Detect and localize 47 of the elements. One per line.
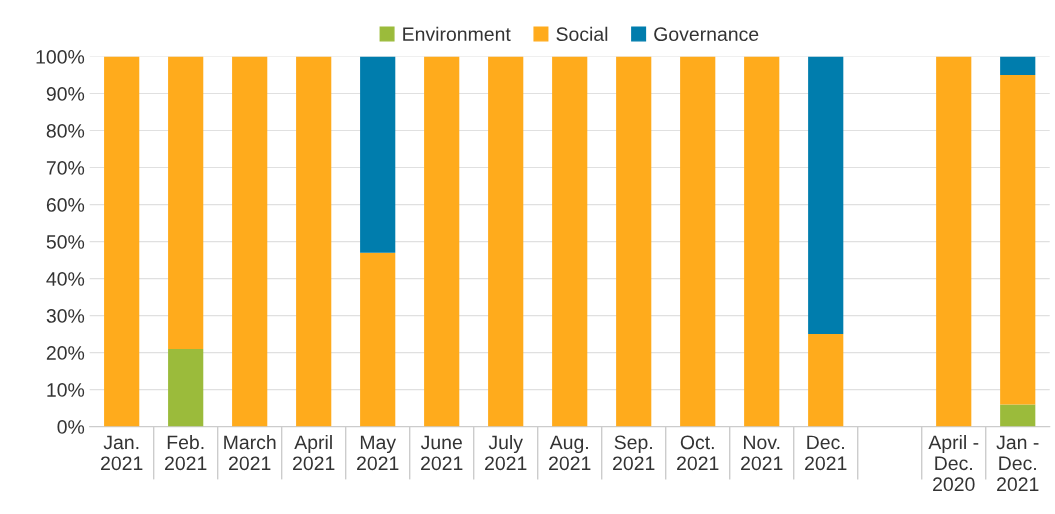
x-tick-label: April 2021	[293, 434, 335, 471]
x-tick-label: Dec. 2021	[805, 435, 847, 471]
x-tick-label: Feb. 2021	[165, 434, 207, 471]
bar	[168, 348, 204, 427]
y-tick-label: 30%	[46, 309, 85, 323]
y-tick-label: 10%	[47, 383, 85, 397]
bar	[744, 56, 780, 427]
y-tick-label: 90%	[46, 87, 85, 101]
x-tick-label: Oct. 2021	[677, 435, 719, 471]
bar	[1000, 404, 1036, 427]
y-tick-label: 40%	[46, 272, 85, 286]
legend-label: Environment	[403, 26, 511, 42]
bar	[488, 56, 524, 427]
x-tick-label: Sep. 2021	[613, 435, 655, 471]
bar	[552, 56, 588, 427]
bar	[296, 56, 332, 427]
bar	[1000, 56, 1036, 76]
y-tick-label: 60%	[46, 198, 85, 212]
bar	[424, 56, 460, 427]
x-tick-label: May 2021	[357, 435, 399, 471]
x-tick-label: Jan. 2021	[101, 435, 143, 471]
x-tick-label: April - Dec. 2020	[928, 434, 979, 492]
y-tick-label: 20%	[46, 346, 85, 360]
legend-label: Social	[556, 26, 608, 42]
bar	[360, 252, 396, 427]
y-tick-label: 80%	[46, 124, 85, 138]
y-tick-label: 100%	[36, 50, 85, 64]
y-tick-label: 70%	[46, 161, 85, 175]
bar	[1000, 75, 1036, 405]
x-tick-label: July 2021	[485, 434, 527, 471]
x-tick-label: Nov. 2021	[741, 435, 783, 471]
legend-label: Governance	[654, 27, 759, 42]
bar	[616, 56, 652, 427]
bar	[808, 56, 844, 335]
bar	[168, 56, 204, 349]
bar	[232, 56, 268, 427]
y-tick-label: 0%	[57, 420, 85, 434]
bar	[680, 56, 716, 427]
y-tick-label: 50%	[46, 235, 85, 249]
bar	[936, 56, 972, 427]
bar	[808, 334, 844, 427]
x-tick-label: Jan - Dec. 2021	[996, 435, 1039, 492]
bar	[360, 56, 396, 253]
x-tick-label: June 2021	[420, 435, 463, 471]
x-tick-label: March 2021	[224, 434, 276, 471]
bar	[104, 56, 140, 427]
x-tick-label: Aug. 2021	[549, 435, 591, 471]
